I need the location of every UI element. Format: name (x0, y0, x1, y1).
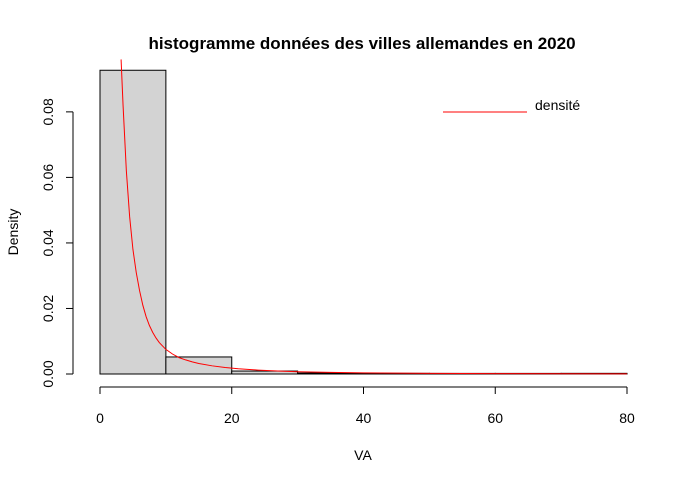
y-tick-label: 0.04 (40, 229, 56, 256)
histogram-bar-0-10 (99, 69, 167, 375)
y-tick-label: 0.02 (40, 295, 56, 322)
x-tick-label: 20 (224, 410, 240, 426)
y-tick-label: 0.00 (40, 360, 56, 387)
density-curve (120, 59, 628, 375)
x-axis: 0 20 40 60 80 (96, 386, 635, 426)
legend-label-densite: densité (535, 97, 580, 113)
x-tick-label: 60 (487, 410, 503, 426)
chart-title: histogramme données des villes allemande… (148, 34, 575, 53)
x-tick-label: 40 (356, 410, 372, 426)
histogram-bar-10-20 (165, 356, 233, 375)
x-axis-label: VA (354, 447, 372, 463)
legend: densité (443, 97, 580, 113)
y-tick-label: 0.08 (40, 98, 56, 125)
x-tick-label: 80 (619, 410, 635, 426)
y-tick-label: 0.06 (40, 164, 56, 191)
x-tick-label: 0 (96, 410, 104, 426)
y-axis: 0.00 0.02 0.04 0.06 0.08 (40, 98, 74, 388)
y-axis-label: Density (5, 209, 21, 256)
histogram-bars (99, 69, 628, 375)
